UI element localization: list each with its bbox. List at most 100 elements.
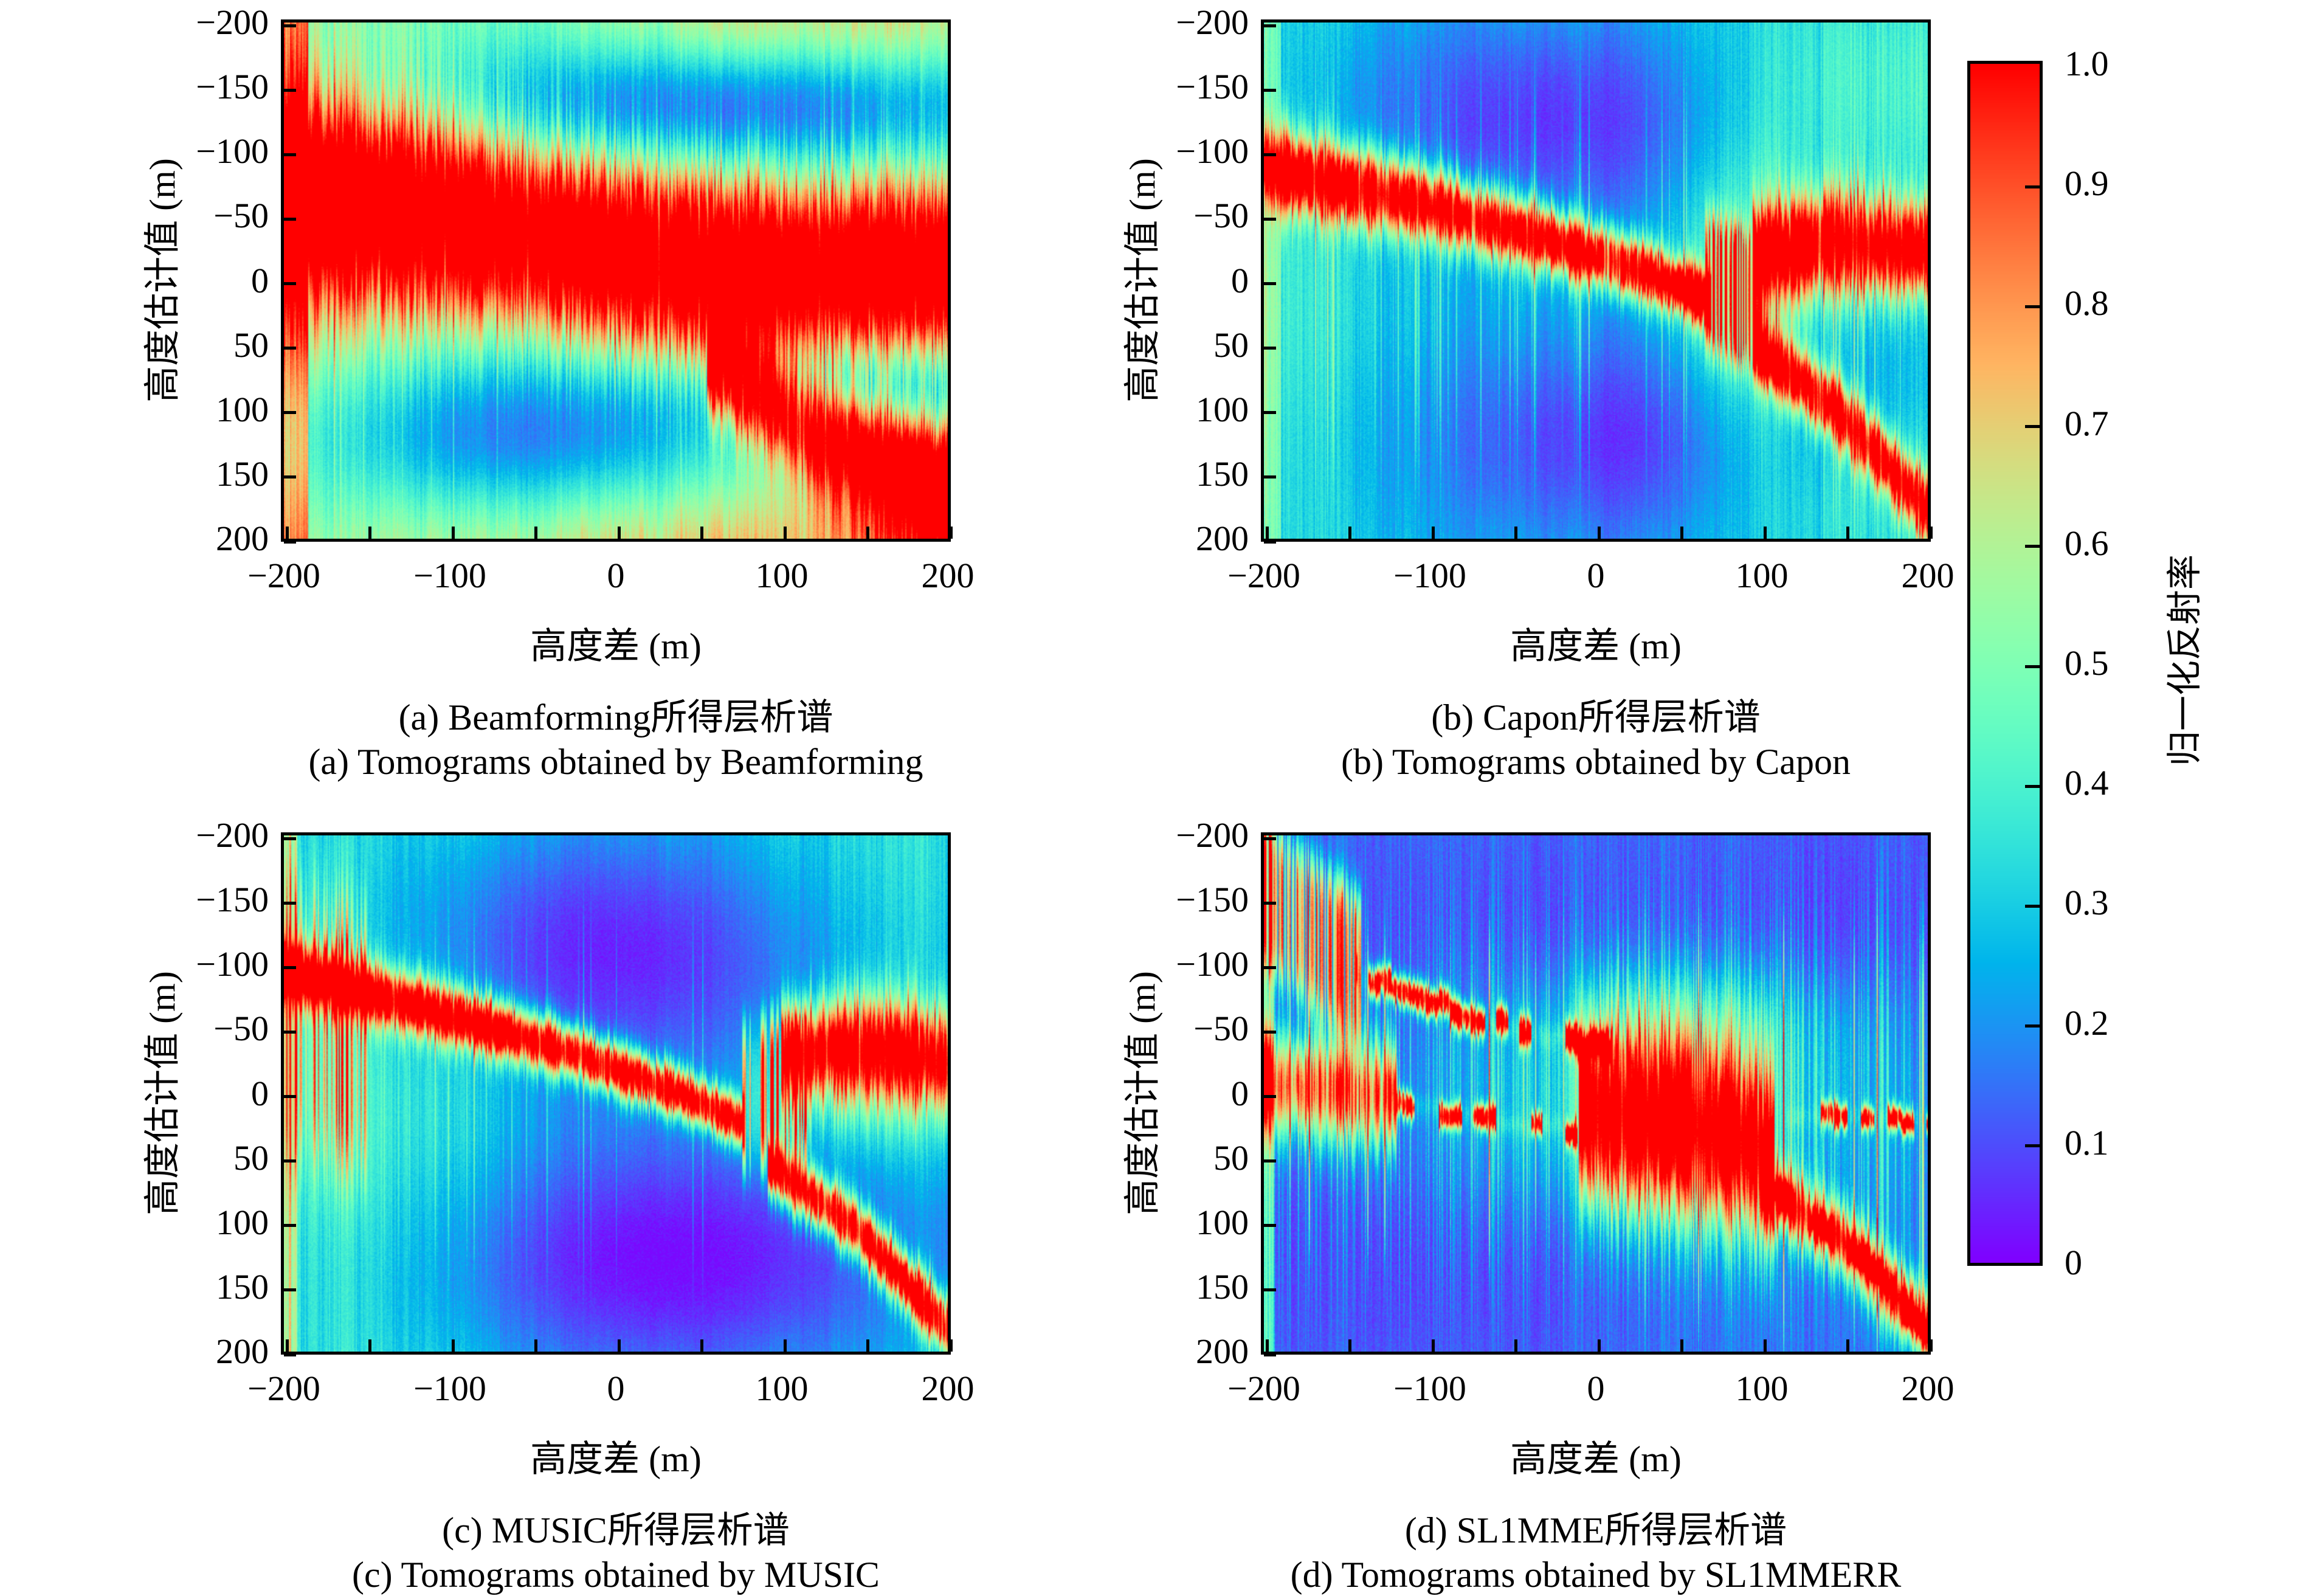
colorbar-tick-mark [2025,904,2040,908]
y-tick-label: 100 [216,1202,269,1242]
y-tick-label: 150 [216,454,269,494]
y-tick-mark [1264,347,1276,350]
x-tick-mark [1348,527,1351,539]
x-tick-mark [534,527,537,539]
x-tick-label: −100 [413,556,486,595]
x-tick-mark [451,527,455,539]
y-tick-mark [1264,1224,1276,1228]
y-tick-label: −100 [1176,944,1249,984]
y-tick-label: −50 [1193,1009,1249,1049]
caption-zh-d: (d) SL1MME所得层析谱 [1404,1510,1787,1550]
y-tick-mark [1264,1030,1276,1034]
colorbar-tick-mark [2025,784,2040,788]
colorbar-tick-label: 0 [2065,1243,2082,1282]
x-tick-mark [285,1339,289,1352]
colorbar-tick-mark [2025,545,2040,548]
caption-zh-c: (c) MUSIC所得层析谱 [442,1510,790,1550]
colorbar-tick-label: 0.4 [2065,763,2109,803]
y-tick-label: 200 [216,1332,269,1371]
x-tick-mark [1846,527,1849,539]
y-tick-label: −200 [196,2,269,42]
y-tick-label: 0 [1231,260,1249,300]
heatmap-plot-b [1261,19,1933,544]
x-tick-label: 200 [921,556,975,595]
x-tick-label: −200 [247,1369,320,1408]
colorbar-tick-mark [2025,185,2040,188]
x-tick-label: 100 [1735,556,1789,595]
panel-d-sl1mme: 高度估计值 (m) 高度差 (m) (d) SL1MME所得层析谱 (d) To… [1123,817,1955,1595]
y-tick-label: −200 [196,815,269,855]
y-tick-label: 50 [233,325,269,365]
colorbar-tick-label: 0.5 [2065,643,2109,683]
x-tick-label: 200 [1901,1369,1955,1408]
y-tick-label: −150 [1176,67,1249,107]
y-tick-mark [284,837,296,840]
x-tick-label: 100 [755,1369,809,1408]
x-tick-mark [1514,527,1517,539]
y-tick-label: 150 [1196,454,1249,494]
x-tick-label: −200 [1227,556,1300,595]
y-tick-mark [284,966,296,969]
y-tick-label: −200 [1176,2,1249,42]
y-tick-mark [1264,411,1276,415]
colorbar-tick-label: 0.8 [2065,283,2109,323]
x-tick-label: −200 [1227,1369,1300,1408]
x-tick-mark [866,527,869,539]
y-tick-mark [1264,24,1276,27]
y-tick-label: −50 [213,196,269,236]
x-tick-mark [1514,1339,1517,1352]
y-tick-label: 200 [216,519,269,558]
x-tick-label: −100 [1393,1369,1466,1408]
tomogram-heatmap-a [284,22,948,539]
colorbar-tick-mark [2025,1144,2040,1148]
colorbar-tick-mark [2025,425,2040,429]
x-tick-mark [1929,527,1933,539]
x-tick-mark [700,1339,703,1352]
y-tick-mark [284,1095,296,1098]
y-tick-mark [1264,1353,1276,1356]
y-tick-mark [284,1159,296,1163]
y-tick-label: 50 [1213,1138,1249,1178]
x-tick-label: 0 [607,1369,625,1408]
y-tick-mark [284,901,296,905]
x-tick-label: 100 [1735,1369,1789,1408]
x-tick-label: −100 [413,1369,486,1408]
y-tick-label: −200 [1176,815,1249,855]
y-tick-label: 100 [216,389,269,429]
x-axis-label: 高度差 (m) [530,1439,702,1479]
y-tick-label: −50 [1193,196,1249,236]
x-tick-mark [783,527,787,539]
y-tick-mark [1264,901,1276,905]
colorbar-tick-label: 0.9 [2065,164,2109,204]
y-tick-label: 0 [251,1073,269,1113]
panel-c-music: 高度估计值 (m) 高度差 (m) (c) MUSIC所得层析谱 (c) Tom… [143,817,975,1595]
colorbar-tick-label: 0.7 [2065,403,2109,443]
y-tick-label: 150 [216,1266,269,1307]
colorbar-tick-mark [2025,1024,2040,1028]
x-tick-mark [1431,527,1435,539]
x-tick-label: −100 [1393,556,1466,595]
y-tick-label: 150 [1196,1266,1249,1307]
x-tick-mark [1265,1339,1269,1352]
y-tick-label: 50 [1213,325,1249,365]
tomogram-heatmap-d [1264,835,1928,1352]
x-tick-mark [949,527,953,539]
y-tick-label: −100 [1176,131,1249,171]
x-tick-mark [1846,1339,1849,1352]
colorbar: 归一化反射率 1.0 0.9 0.8 0.7 0.6 0.5 0.4 0.3 0.2 0.1 0 [1967,45,2204,1282]
y-tick-mark [284,1288,296,1292]
y-tick-mark [284,411,296,415]
panel-a-beamforming: 高度估计值 (m) 高度差 (m) (a) Beamforming所得层析谱 (… [143,4,975,782]
caption-en-b: (b) Tomograms obtained by Capon [1341,742,1851,782]
y-tick-label: 50 [233,1138,269,1178]
caption-zh-a: (a) Beamforming所得层析谱 [398,697,833,738]
y-tick-label: 200 [1196,1332,1249,1371]
y-tick-mark [284,282,296,285]
heatmap-plot-d [1261,832,1933,1356]
colorbar-tick-label: 0.6 [2065,523,2109,563]
x-tick-mark [700,527,703,539]
x-axis-label: 高度差 (m) [1510,1439,1682,1479]
x-tick-mark [285,527,289,539]
colorbar-frame [1967,61,2043,1266]
colorbar-tick-mark [2025,665,2040,668]
